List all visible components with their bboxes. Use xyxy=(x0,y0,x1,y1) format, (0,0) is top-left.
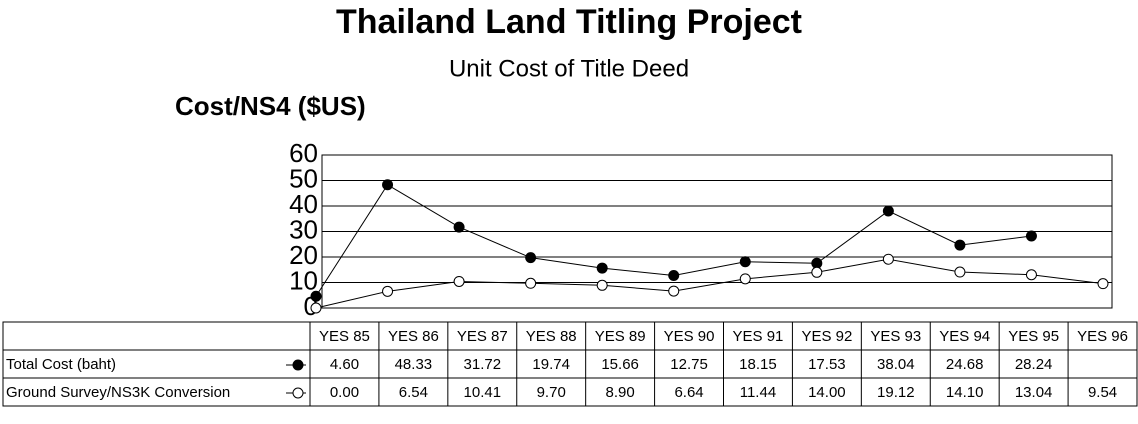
data-point xyxy=(954,239,966,251)
data-point xyxy=(668,285,680,297)
table-value: 18.15 xyxy=(739,356,777,373)
x-tick-label: YES 89 xyxy=(595,328,646,345)
table-value: 13.04 xyxy=(1015,384,1053,401)
table-value: 17.53 xyxy=(808,356,846,373)
table-value: 6.64 xyxy=(674,384,703,401)
table-value: 12.75 xyxy=(670,356,708,373)
data-point xyxy=(739,256,751,268)
table-value: 14.10 xyxy=(946,384,984,401)
table-value: 31.72 xyxy=(464,356,502,373)
table-value: 38.04 xyxy=(877,356,915,373)
data-point xyxy=(954,266,966,278)
data-point xyxy=(596,279,608,291)
data-point xyxy=(310,290,322,302)
y-axis-label: Cost/NS4 ($US) xyxy=(175,91,366,121)
data-point xyxy=(882,253,894,265)
x-tick-label: YES 88 xyxy=(526,328,577,345)
legend-label: Total Cost (baht) xyxy=(6,356,116,373)
table-value: 4.60 xyxy=(330,356,359,373)
table-value: 19.74 xyxy=(532,356,570,373)
table-value: 6.54 xyxy=(399,384,428,401)
data-point xyxy=(525,252,537,264)
x-tick-label: YES 96 xyxy=(1077,328,1128,345)
y-tick-label: 50 xyxy=(289,163,318,193)
data-point xyxy=(525,277,537,289)
data-point xyxy=(453,275,465,287)
y-tick-label: 10 xyxy=(289,265,318,295)
data-point xyxy=(310,302,322,314)
y-tick-label: 30 xyxy=(289,214,318,244)
y-tick-label: 40 xyxy=(289,189,318,219)
x-tick-label: YES 92 xyxy=(801,328,852,345)
data-point xyxy=(382,179,394,191)
x-tick-label: YES 91 xyxy=(733,328,784,345)
x-tick-label: YES 90 xyxy=(664,328,715,345)
data-point xyxy=(882,205,894,217)
data-point xyxy=(596,262,608,274)
y-tick-label: 60 xyxy=(289,138,318,168)
table-value: 24.68 xyxy=(946,356,984,373)
x-tick-label: YES 85 xyxy=(319,328,370,345)
table-value: 48.33 xyxy=(395,356,433,373)
data-point xyxy=(1025,230,1037,242)
legend-marker xyxy=(292,359,304,371)
table-value: 8.90 xyxy=(606,384,635,401)
table-value: 28.24 xyxy=(1015,356,1053,373)
table-value: 19.12 xyxy=(877,384,915,401)
table-value: 9.70 xyxy=(537,384,566,401)
legend-marker xyxy=(292,387,304,399)
table-value: 15.66 xyxy=(601,356,639,373)
table-value: 10.41 xyxy=(464,384,502,401)
data-point xyxy=(811,257,823,269)
legend-label: Ground Survey/NS3K Conversion xyxy=(6,384,230,401)
data-point xyxy=(668,269,680,281)
series-line xyxy=(315,258,1104,309)
y-tick-label: 20 xyxy=(289,240,318,270)
table-value: 9.54 xyxy=(1088,384,1117,401)
data-point xyxy=(811,266,823,278)
chart-subtitle: Unit Cost of Title Deed xyxy=(449,55,689,82)
data-point xyxy=(739,273,751,285)
table-value: 14.00 xyxy=(808,384,846,401)
x-tick-label: YES 95 xyxy=(1008,328,1059,345)
data-point xyxy=(382,285,394,297)
table-value: 11.44 xyxy=(740,384,776,401)
table-value: 0.00 xyxy=(330,384,359,401)
chart-title: Thailand Land Titling Project xyxy=(336,3,802,41)
x-tick-label: YES 87 xyxy=(457,328,508,345)
data-point xyxy=(1025,269,1037,281)
data-point xyxy=(1097,278,1109,290)
x-tick-label: YES 86 xyxy=(388,328,439,345)
x-tick-label: YES 93 xyxy=(870,328,921,345)
data-point xyxy=(453,221,465,233)
x-tick-label: YES 94 xyxy=(939,328,990,345)
